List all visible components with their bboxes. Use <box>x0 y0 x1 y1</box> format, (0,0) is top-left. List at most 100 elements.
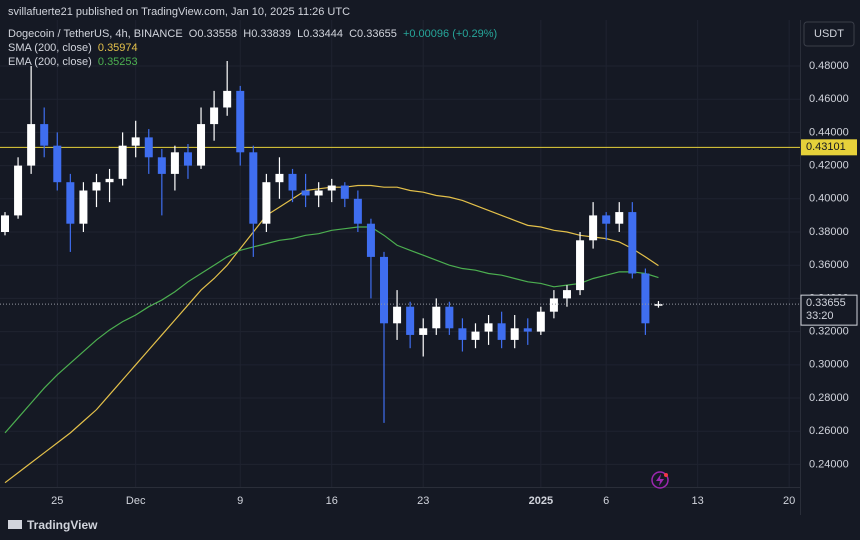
x-tick-label: 16 <box>326 495 338 507</box>
alert-bolt <box>656 474 664 486</box>
alert-icon[interactable] <box>651 471 669 489</box>
candle-body <box>197 124 206 166</box>
y-tick-label: 0.30000 <box>809 359 849 371</box>
candle-body <box>589 215 598 241</box>
candle-body <box>641 273 650 324</box>
x-tick-label: 20 <box>783 495 795 507</box>
last-price-label: 0.33655 <box>806 297 846 309</box>
candle-body <box>510 328 519 340</box>
candle-body <box>131 137 140 146</box>
y-tick-label: 0.48000 <box>809 60 849 72</box>
legend-entry: SMA (200, close) 0.35974 <box>8 42 144 54</box>
candle-body <box>210 107 219 125</box>
candle-body <box>92 182 101 191</box>
y-tick-label: 0.46000 <box>809 93 849 105</box>
x-tick-label: 23 <box>417 495 429 507</box>
alert-dot <box>664 473 668 477</box>
currency-box[interactable] <box>803 21 855 47</box>
candle-body <box>249 152 258 224</box>
candle-body <box>406 306 415 335</box>
y-tick-label: 0.42000 <box>809 160 849 172</box>
candle-body <box>471 331 480 340</box>
y-tick-label: 0.44000 <box>809 126 849 138</box>
candle-body <box>628 212 637 274</box>
ma-line <box>4 226 659 434</box>
ohlc-value: L0.33444 <box>297 28 343 40</box>
ohlc-value: C0.33655 <box>349 28 397 40</box>
candle-body <box>562 290 571 299</box>
logo-mark <box>8 520 22 529</box>
candle-body <box>432 306 441 329</box>
candle-body <box>615 212 624 224</box>
logo: TradingView <box>8 518 98 532</box>
candle-body <box>183 152 192 166</box>
legend-value: 0.35974 <box>98 42 138 54</box>
candle-body <box>340 185 349 199</box>
legend-name: EMA (200, close) <box>8 56 92 68</box>
candle-body <box>170 152 179 174</box>
currency[interactable]: USDT <box>814 28 844 40</box>
candle-body <box>275 173 284 183</box>
candle-body <box>654 304 663 306</box>
candle-body <box>53 145 62 183</box>
candle-body <box>1 215 9 233</box>
candle-body <box>236 90 245 153</box>
candle-body <box>484 323 493 332</box>
ohlc-value: H0.33839 <box>243 28 291 40</box>
ticker: Dogecoin / TetherUS, 4h, BINANCE <box>8 28 183 40</box>
attribution: svillafuerte21 published on TradingView.… <box>8 6 350 18</box>
y-tick-label: 0.26000 <box>809 425 849 437</box>
ohlc-value: +0.00096 (+0.29%) <box>403 28 497 40</box>
candle-body <box>353 198 362 224</box>
y-tick-label: 0.40000 <box>809 193 849 205</box>
x-tick-label: Dec <box>126 495 146 507</box>
candle-body <box>497 323 506 340</box>
candle-body <box>576 240 585 291</box>
candle-body <box>157 157 166 174</box>
legend-name: SMA (200, close) <box>8 42 92 54</box>
candle-body <box>536 311 545 332</box>
candle-body <box>523 328 532 332</box>
legend-value: 0.35253 <box>98 56 138 68</box>
legend-entry: EMA (200, close) 0.35253 <box>8 56 144 68</box>
level-label-box <box>801 139 857 156</box>
candle-body <box>549 298 558 312</box>
candle-body <box>393 306 402 324</box>
x-tick-label: 2025 <box>529 495 553 507</box>
y-tick-label: 0.38000 <box>809 226 849 238</box>
candle-body <box>288 173 297 191</box>
y-tick-label: 0.24000 <box>809 458 849 470</box>
ohlc-value: O0.33558 <box>189 28 237 40</box>
candle-body <box>445 306 454 329</box>
candle-body <box>380 256 389 324</box>
x-tick-label: 6 <box>603 495 609 507</box>
x-tick-label: 9 <box>237 495 243 507</box>
x-tick-label: 13 <box>692 495 704 507</box>
candle-body <box>366 223 375 257</box>
candle-body <box>262 182 271 224</box>
countdown: 33:20 <box>806 310 834 322</box>
candle-body <box>79 190 88 224</box>
candle-body <box>327 185 336 191</box>
plot: 0.240000.260000.280000.300000.320000.340… <box>0 20 849 507</box>
candle-body <box>458 328 467 340</box>
candle-body <box>223 90 232 108</box>
candle-body <box>301 190 310 196</box>
candle-body <box>144 137 153 158</box>
candle-body <box>419 328 428 335</box>
y-tick-label: 0.36000 <box>809 259 849 271</box>
brand: TradingView <box>27 518 98 532</box>
candle-body <box>118 145 127 179</box>
candle-body <box>66 182 75 224</box>
level-label: 0.43101 <box>806 141 846 153</box>
candle-body <box>27 124 36 166</box>
candle-body <box>105 178 114 183</box>
candle-body <box>14 165 23 216</box>
candle-body <box>40 124 49 146</box>
legend-title: Dogecoin / TetherUS, 4h, BINANCE O0.3355… <box>8 28 503 40</box>
y-tick-label: 0.32000 <box>809 326 849 338</box>
last-price-box <box>800 294 858 326</box>
